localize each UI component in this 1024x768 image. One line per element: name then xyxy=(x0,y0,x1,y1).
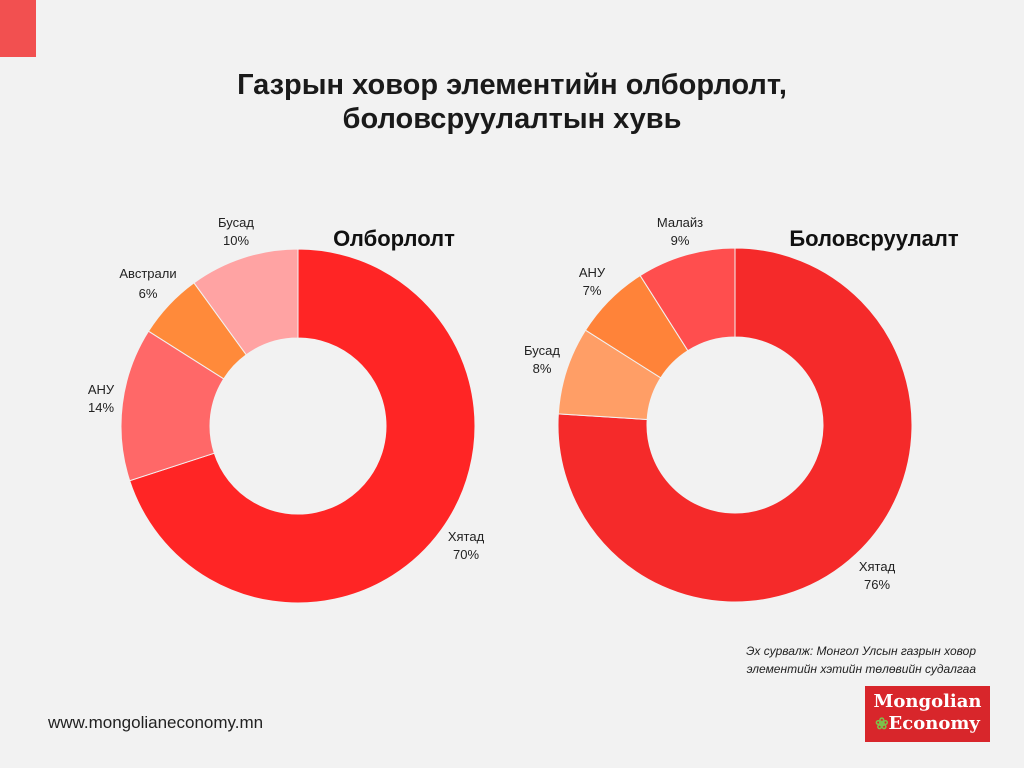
title-line-1: Газрын ховор элементийн олборлолт, xyxy=(237,69,787,101)
slice-value-0-2: 6% xyxy=(139,286,158,301)
slice-value-1-0: 76% xyxy=(864,577,890,592)
slice-value-1-3: 9% xyxy=(671,233,690,248)
slice-value-0-0: 70% xyxy=(453,547,479,562)
source-line-2: элементийн хэтийн төлөвийн судалгаа xyxy=(746,662,976,676)
source-line-1: Эх сурвалж: Монгол Улсын газрын ховор xyxy=(746,644,976,658)
brand-logo: Mongolian ❀Economy xyxy=(865,686,990,742)
slice-label-0-3: Бусад xyxy=(218,215,254,230)
slice-label-1-0: Хятад xyxy=(859,559,896,574)
page-title: Газрын ховор элементийн олборлолт, болов… xyxy=(0,68,1024,136)
website-url[interactable]: www.mongolianeconomy.mn xyxy=(48,713,264,732)
slice-value-1-2: 7% xyxy=(583,283,602,298)
slice-label-0-2: Австрали xyxy=(119,266,176,281)
slice-label-0-1: АНУ xyxy=(88,382,115,397)
slice-value-0-3: 10% xyxy=(223,233,249,248)
slice-value-1-1: 8% xyxy=(533,361,552,376)
slice-label-1-3: Малайз xyxy=(657,215,703,230)
donut-slice-0-3 xyxy=(193,248,299,356)
chart-title-1: Боловсруулалт xyxy=(789,226,959,251)
slice-label-1-2: АНУ xyxy=(579,265,606,280)
source-note: Эх сурвалж: Монгол Улсын газрын ховор эл… xyxy=(616,642,976,678)
slice-value-0-1: 14% xyxy=(88,400,114,415)
logo-line-1: Mongolian xyxy=(873,691,982,712)
donut-slice-1-3 xyxy=(639,247,736,352)
leaf-icon: ❀ xyxy=(875,714,889,733)
chart-title-0: Олборлолт xyxy=(333,226,455,251)
corner-accent xyxy=(0,0,36,57)
donut-slice-1-0 xyxy=(557,247,913,603)
donut-slice-0-0 xyxy=(129,248,476,604)
title-line-2: боловсруулалтын хувь xyxy=(342,103,682,135)
slice-label-1-1: Бусад xyxy=(524,343,560,358)
donut-slice-0-1 xyxy=(120,330,225,482)
slice-label-0-0: Хятад xyxy=(448,529,485,544)
logo-line-2: Economy xyxy=(888,713,980,734)
